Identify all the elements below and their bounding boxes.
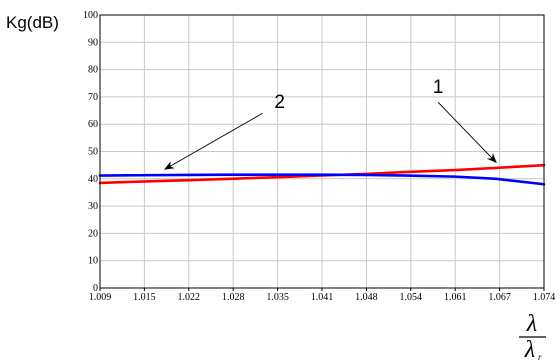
x-tick-label: 1.041 — [311, 292, 334, 303]
y-tick-label: 70 — [88, 92, 98, 103]
annotation-label-1: 1 — [433, 77, 444, 98]
series-line-2 — [98, 173, 546, 186]
x-tick-label: 1.067 — [488, 292, 511, 303]
x-axis-label: λ λ r — [519, 311, 546, 362]
y-tick-label: 30 — [88, 201, 98, 212]
y-tick-label: 90 — [88, 37, 98, 48]
x-tick-label: 1.009 — [89, 292, 112, 303]
y-tick-label: 40 — [88, 174, 98, 185]
x-tick-labels: 1.009 1.015 1.022 1.028 1.035 1.041 1.048 1.054… — [89, 288, 556, 303]
grid — [99, 14, 545, 289]
x-tick-label: 1.035 — [266, 292, 289, 303]
annotations: 12 — [164, 77, 497, 170]
y-tick-label: 50 — [88, 147, 98, 158]
x-axis-label-denominator-sub: r — [538, 352, 542, 362]
annotation-arrow-2 — [164, 112, 263, 170]
x-tick-label: 1.028 — [222, 292, 245, 303]
y-tick-label: 100 — [83, 10, 98, 21]
y-axis-label: Kg(dB) — [6, 13, 59, 32]
x-tick-label: 1.054 — [400, 292, 423, 303]
x-axis-label-denominator: λ — [524, 337, 535, 362]
x-tick-label: 1.048 — [355, 292, 378, 303]
x-tick-label: 1.061 — [444, 292, 467, 303]
x-tick-label: 1.015 — [133, 292, 156, 303]
y-tick-label: 10 — [88, 256, 98, 267]
x-axis-label-numerator: λ — [526, 311, 537, 337]
y-tick-label: 80 — [88, 65, 98, 76]
x-tick-label: 1.074 — [533, 292, 556, 303]
y-tick-label: 20 — [88, 228, 98, 239]
series-layer — [98, 163, 546, 186]
annotation-arrow-1 — [437, 102, 497, 164]
annotation-label-2: 2 — [274, 92, 285, 113]
y-tick-label: 0 — [93, 283, 98, 294]
y-tick-labels: 0 10 20 30 40 50 60 70 80 90 100 — [83, 10, 98, 294]
x-tick-label: 1.022 — [178, 292, 201, 303]
y-tick-label: 60 — [88, 119, 98, 130]
